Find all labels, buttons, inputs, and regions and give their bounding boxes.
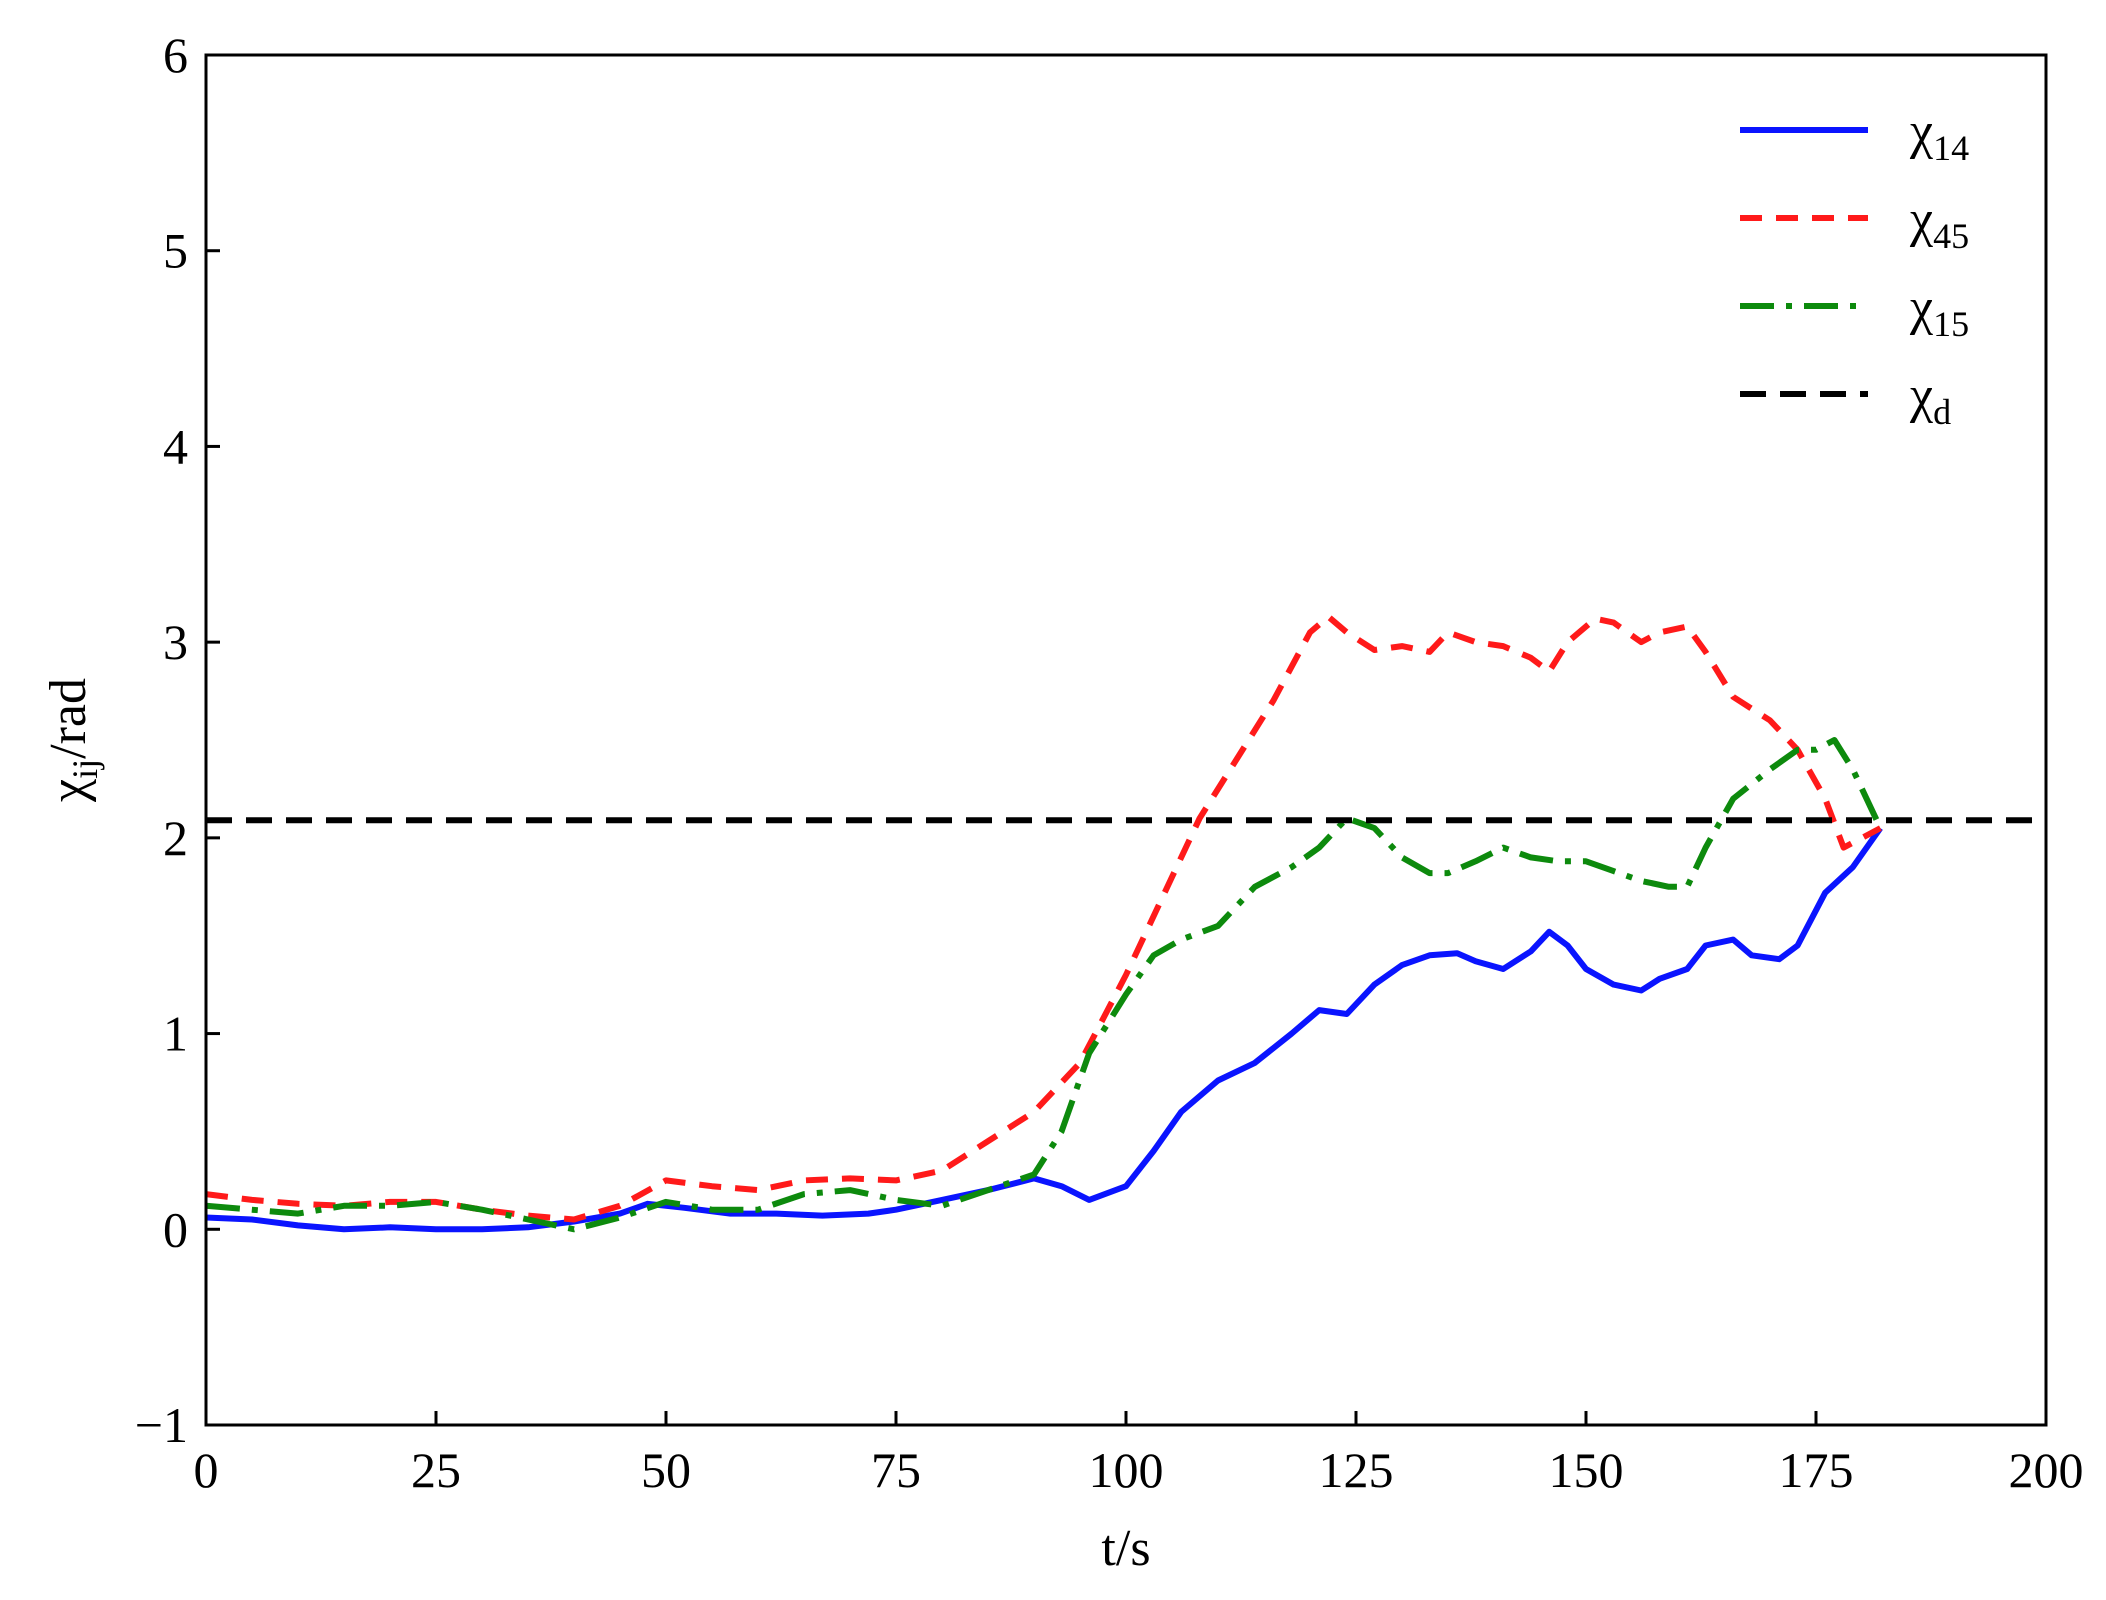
x-tick-label: 0	[194, 1442, 219, 1498]
legend-label-sub: 15	[1933, 304, 1969, 344]
x-tick-label: 150	[1549, 1442, 1624, 1498]
x-tick-label: 25	[411, 1442, 461, 1498]
y-tick-label: −1	[135, 1397, 188, 1453]
y-tick-label: 1	[163, 1006, 188, 1062]
y-tick-label: 2	[163, 810, 188, 866]
y-tick-label: 3	[163, 614, 188, 670]
legend-label-15: χ15	[1909, 279, 1969, 344]
x-tick-label: 175	[1779, 1442, 1854, 1498]
legend-label-14: χ14	[1909, 103, 1969, 168]
tick-marks	[204, 53, 2048, 1427]
y-tick-label: 4	[163, 418, 188, 474]
y-tick-label: 5	[163, 223, 188, 279]
x-axis-title: t/s	[1101, 1520, 1150, 1577]
legend-label-base: χ	[1909, 191, 1933, 248]
x-tick-labels: 0 25 50 75 100 125 150 175 200	[194, 1442, 2084, 1498]
legend-label-sub: 14	[1933, 128, 1969, 168]
y-axis-title: χij/rad	[40, 678, 105, 803]
legend-label-base: χ	[1909, 367, 1933, 424]
legend-label-sub: d	[1933, 392, 1951, 432]
x-tick-label: 125	[1319, 1442, 1394, 1498]
x-tick-label: 50	[641, 1442, 691, 1498]
legend-label-45: χ45	[1909, 191, 1969, 256]
series-line-15	[205, 737, 1884, 1233]
legend-label-sub: 45	[1933, 216, 1969, 256]
legend-label-d: χd	[1909, 367, 1951, 432]
legend-label-base: χ	[1909, 279, 1933, 336]
axes-frame	[204, 53, 2048, 1427]
y-axis-title-sub: ij	[65, 759, 105, 779]
series-line-14	[205, 826, 1883, 1233]
y-tick-label: 0	[163, 1201, 188, 1257]
x-tick-label: 200	[2009, 1442, 2084, 1498]
legend-label-base: χ	[1909, 103, 1933, 160]
y-axis-title-suffix: /rad	[40, 678, 97, 759]
series-line-45	[205, 613, 1882, 1223]
y-tick-labels: −1 0 1 2 3 4 5 6	[135, 27, 188, 1453]
y-axis-title-base: χ	[40, 779, 97, 803]
y-tick-label: 6	[163, 27, 188, 83]
x-tick-label: 75	[871, 1442, 921, 1498]
x-tick-label: 100	[1089, 1442, 1164, 1498]
plot-area	[205, 613, 2046, 1233]
